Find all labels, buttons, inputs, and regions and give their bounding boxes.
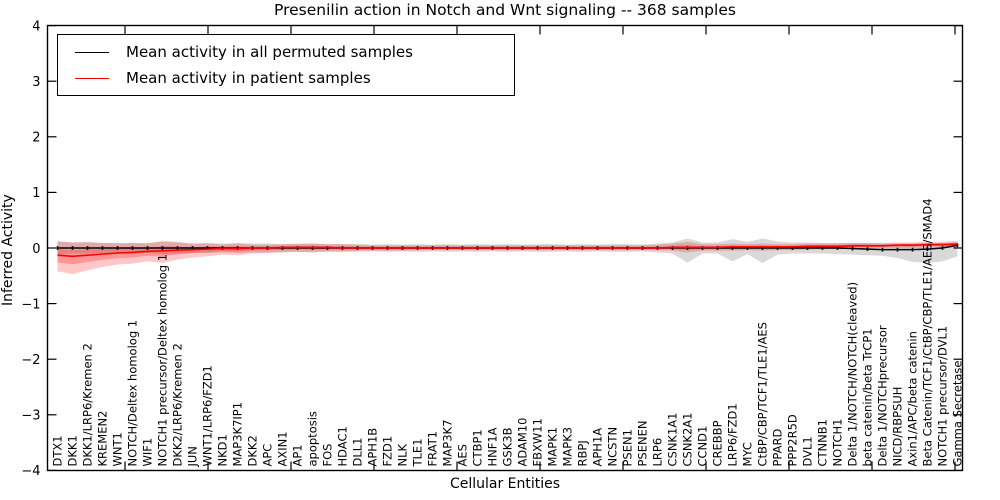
patient-line-sample (75, 77, 109, 79)
y-tick-label: 2 (32, 131, 40, 146)
x-tick-label: AP1 (291, 444, 305, 466)
x-tick-label: PPP2R5D (786, 414, 800, 466)
legend-item-patient: Mean activity in patient samples (75, 69, 514, 87)
permuted-line-sample (75, 51, 109, 53)
x-tick-label: MAP3K7 (441, 420, 455, 467)
x-tick-label: apoptosis (306, 411, 320, 466)
x-tick-label: MAP3K7IP1 (231, 402, 245, 467)
x-tick-label: CSNK2A1 (681, 413, 695, 467)
legend-label-patient: Mean activity in patient samples (126, 69, 371, 87)
x-tick-label: AES (456, 444, 470, 466)
x-tick-label: KREMEN2 (96, 411, 110, 467)
x-tick-label: CTNNB1 (816, 419, 830, 466)
x-tick-label: GSK3B (501, 427, 515, 466)
x-tick-label: CtBP/CBP/TCF1/TLE1/AES (756, 322, 770, 466)
x-tick-label: FZD1 (381, 436, 395, 467)
x-tick-label: APH1A (591, 428, 605, 467)
x-tick-label: ADAM10 (516, 418, 530, 467)
x-tick-label: DKK2/LRP6/Kremen 2 (171, 343, 185, 466)
x-tick-label: HNF1A (486, 427, 500, 466)
x-tick-label: FBXW11 (531, 418, 545, 466)
x-tick-label: Delta 1/NOTCH/NOTCH(cleaved) (846, 282, 860, 467)
x-tick-label: NOTCH1 precursor/Deltex homolog 1 (156, 254, 170, 467)
x-tick-label: CTBP1 (471, 429, 485, 466)
legend-item-permuted: Mean activity in all permuted samples (75, 43, 514, 61)
x-tick-label: RBPJ (576, 440, 590, 466)
x-tick-label: WNT1/LRP6/FZD1 (201, 365, 215, 466)
y-tick-label: 3 (32, 75, 40, 90)
y-tick-label: 1 (32, 186, 40, 201)
chart-title: Presenilin action in Notch and Wnt signa… (274, 1, 736, 19)
x-tick-label: Beta Catenin/TCF1/CtBP/CBP/TLE1/AES/SMAD… (921, 198, 935, 466)
x-tick-label: NICD/RBPSUH (891, 387, 905, 467)
x-tick-label: beta catenin/beta TrCP1 (861, 328, 875, 466)
y-tick-label: 0 (32, 242, 40, 257)
x-tick-label: CREBBP (711, 420, 725, 466)
x-tick-label: LRP6 (651, 438, 665, 467)
y-tick-label: 4 (32, 19, 40, 34)
x-tick-label: APC (261, 444, 275, 467)
y-tick-label: −4 (21, 464, 40, 479)
x-tick-label: DTX1 (51, 435, 65, 466)
y-axis-label: Inferred Activity (0, 194, 16, 306)
x-tick-label: DVL1 (801, 436, 815, 466)
y-tick-label: −3 (21, 409, 40, 424)
x-tick-label: WNT1 (111, 432, 125, 466)
x-tick-label: Axin1/APC/beta catenin (906, 331, 920, 466)
x-tick-label: NOTCH1 (831, 419, 845, 467)
x-tick-label: NCSTN (606, 427, 620, 467)
x-tick-label: Gamma Secretase (951, 361, 965, 467)
permuted-band (57, 238, 958, 264)
x-tick-label: PSENEN (636, 421, 650, 467)
x-tick-label: DKK1 (66, 435, 80, 466)
x-tick-label: DLL1 (351, 438, 365, 467)
legend-label-permuted: Mean activity in all permuted samples (126, 43, 413, 61)
x-tick-label: DKK2 (246, 435, 260, 466)
x-tick-label: NLK (396, 443, 410, 466)
x-tick-label: MAPK1 (546, 427, 560, 467)
x-axis-label: Cellular Entities (449, 476, 561, 492)
x-tick-label: HDAC1 (336, 426, 350, 466)
x-tick-label: MAPK3 (561, 427, 575, 467)
x-tick-label: CCND1 (696, 426, 710, 467)
patient-line (57, 243, 958, 258)
y-tick-label: −2 (21, 353, 40, 368)
legend: Mean activity in all permuted samples Me… (57, 34, 515, 96)
x-tick-label: NOTCH/Deltex homolog 1 (126, 320, 140, 467)
x-tick-label: LRP6/FZD1 (726, 403, 740, 466)
x-tick-label: TLE1 (411, 438, 425, 467)
x-tick-label: AXIN1 (276, 431, 290, 466)
x-tick-label: FOS (321, 444, 335, 467)
x-tick-label: NOTCH1 precursor/DVL1 (936, 326, 950, 467)
x-tick-label: APH1B (366, 428, 380, 467)
x-tick-label: PSEN1 (621, 429, 635, 466)
x-tick-label: Delta 1/NOTCHprecursor (876, 325, 890, 466)
x-tick-label: PPARD (771, 429, 785, 467)
x-tick-label: NKD1 (216, 434, 230, 466)
x-tick-label: WIF1 (141, 438, 155, 467)
x-tick-label: CSNK1A1 (666, 413, 680, 467)
y-tick-label: −1 (21, 297, 40, 312)
x-tick-label: JUN (186, 446, 200, 467)
x-tick-label: FRAT1 (426, 431, 440, 466)
x-tick-label: DKK1/LRP6/Kremen 2 (81, 343, 95, 466)
x-tick-label: MYC (741, 442, 755, 466)
